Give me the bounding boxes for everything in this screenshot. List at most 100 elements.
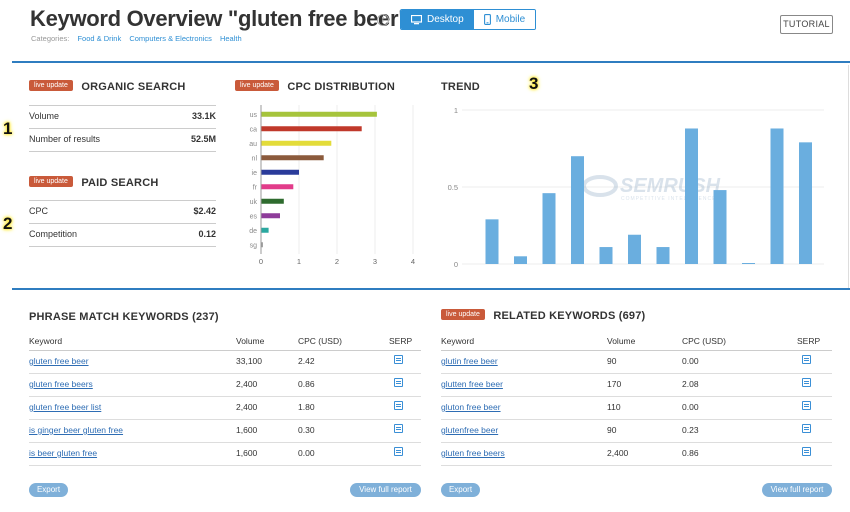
metric-value: 0.12: [198, 229, 216, 239]
keyword-link[interactable]: is beer gluten free: [29, 448, 98, 458]
y-tick-label: ie: [252, 170, 258, 177]
serp-icon[interactable]: [802, 424, 811, 433]
column-header-volume[interactable]: Volume: [607, 336, 636, 346]
bar[interactable]: [742, 263, 755, 264]
bar[interactable]: [713, 190, 727, 264]
keyword-link[interactable]: glutenfree beer: [441, 425, 499, 435]
trend-title: TREND: [441, 81, 480, 93]
volume-cell: 2,400: [607, 448, 629, 458]
divider: [29, 200, 216, 201]
desktop-button[interactable]: Desktop: [401, 10, 474, 29]
export-button[interactable]: Export: [29, 483, 68, 497]
view-full-report-button[interactable]: View full report: [762, 483, 832, 497]
serp-icon[interactable]: [394, 401, 403, 410]
view-full-report-button[interactable]: View full report: [350, 483, 421, 497]
column-header-cpc[interactable]: CPC (USD): [682, 336, 726, 346]
category-link[interactable]: Food & Drink: [77, 34, 122, 43]
serp-icon[interactable]: [802, 447, 811, 456]
keyword-link[interactable]: glutten free beer: [441, 379, 503, 389]
bar[interactable]: [261, 126, 362, 132]
category-link[interactable]: Computers & Electronics: [129, 34, 212, 43]
serp-icon[interactable]: [802, 378, 811, 387]
volume-cell: 110: [607, 402, 621, 412]
mobile-icon: [483, 14, 491, 25]
y-tick-label: us: [250, 112, 258, 119]
export-button[interactable]: Export: [441, 483, 480, 497]
phrase-match-title: PHRASE MATCH KEYWORDS (237): [29, 311, 219, 323]
bar[interactable]: [261, 140, 332, 146]
desktop-icon: [411, 14, 422, 24]
bar[interactable]: [514, 256, 527, 264]
bar[interactable]: [261, 213, 280, 219]
cpc-distribution-chart: 0 1 2 3 4 us ca au nl ie fr uk es de sg: [249, 105, 415, 266]
table-row: glutin free beer 90 0.00: [441, 351, 832, 374]
volume-cell: 1,600: [236, 448, 258, 458]
volume-cell: 170: [607, 379, 622, 389]
serp-icon[interactable]: [394, 424, 403, 433]
y-tick-label: sg: [250, 242, 258, 249]
bar[interactable]: [261, 242, 263, 248]
bar[interactable]: [799, 142, 812, 264]
mobile-button[interactable]: Mobile: [473, 10, 536, 29]
serp-icon[interactable]: [394, 447, 403, 456]
bar[interactable]: [261, 198, 284, 204]
volume-cell: 33,100: [236, 356, 262, 366]
column-header-cpc[interactable]: CPC (USD): [298, 336, 342, 346]
metric-label: CPC: [29, 206, 49, 216]
info-icon[interactable]: i: [377, 14, 389, 26]
bar[interactable]: [485, 219, 499, 264]
y-tick-label: ca: [250, 126, 258, 133]
y-tick-label: 1: [454, 106, 458, 115]
column-header-keyword[interactable]: Keyword: [441, 336, 475, 346]
device-toggle: Desktop Mobile: [400, 9, 537, 30]
bar[interactable]: [770, 128, 784, 264]
organic-title: ORGANIC SEARCH: [81, 81, 186, 93]
table-row: is beer gluten free 1,600 0.00: [29, 443, 421, 466]
volume-cell: 1,600: [236, 425, 258, 435]
bar[interactable]: [542, 193, 556, 264]
keyword-link[interactable]: gluten free beers: [29, 379, 93, 389]
annotation-marker: 2: [3, 214, 13, 233]
scroll-edge: [848, 65, 849, 290]
bar[interactable]: [261, 111, 377, 117]
bar[interactable]: [261, 184, 294, 190]
metric-value: $2.42: [193, 206, 216, 216]
cpc-cell: 0.86: [682, 448, 699, 458]
bar[interactable]: [261, 169, 299, 175]
metric-row: Competition 0.12: [29, 224, 216, 247]
trend-heading: TREND: [441, 77, 480, 95]
section-divider: [12, 288, 850, 290]
column-header-volume[interactable]: Volume: [236, 336, 265, 346]
bar[interactable]: [261, 227, 269, 233]
serp-icon[interactable]: [802, 355, 811, 364]
bar[interactable]: [599, 247, 613, 264]
tutorial-button[interactable]: TUTORIAL: [780, 15, 833, 34]
serp-icon[interactable]: [394, 378, 403, 387]
bar[interactable]: [628, 234, 641, 264]
serp-icon[interactable]: [802, 401, 811, 410]
cpc-cell: 0.00: [298, 448, 315, 458]
keyword-link[interactable]: gluten free beer: [29, 356, 89, 366]
keyword-link[interactable]: is ginger beer gluten free: [29, 425, 124, 435]
serp-icon[interactable]: [394, 355, 403, 364]
categories: Categories: Food & Drink Computers & Ele…: [31, 34, 242, 43]
bar[interactable]: [571, 156, 584, 264]
column-header-keyword[interactable]: Keyword: [29, 336, 63, 346]
keyword-link[interactable]: gluten free beers: [441, 448, 505, 458]
divider: [29, 105, 216, 106]
related-heading: live update RELATED KEYWORDS (697): [441, 306, 645, 324]
volume-cell: 2,400: [236, 379, 258, 389]
table-row: gluten free beers 2,400 0.86: [441, 443, 832, 466]
x-tick-label: 4: [411, 257, 415, 266]
metric-row: CPC $2.42: [29, 201, 216, 224]
annotation-marker: 3: [529, 74, 539, 93]
bar[interactable]: [656, 247, 670, 264]
keyword-link[interactable]: glutin free beer: [441, 356, 498, 366]
keyword-link[interactable]: gluten free beer list: [29, 402, 102, 412]
bar[interactable]: [261, 155, 324, 161]
category-link[interactable]: Health: [219, 34, 242, 43]
x-tick-label: 3: [373, 257, 377, 266]
bar[interactable]: [685, 128, 698, 264]
y-tick-label: de: [249, 228, 257, 235]
keyword-link[interactable]: gluton free beer: [441, 402, 501, 412]
